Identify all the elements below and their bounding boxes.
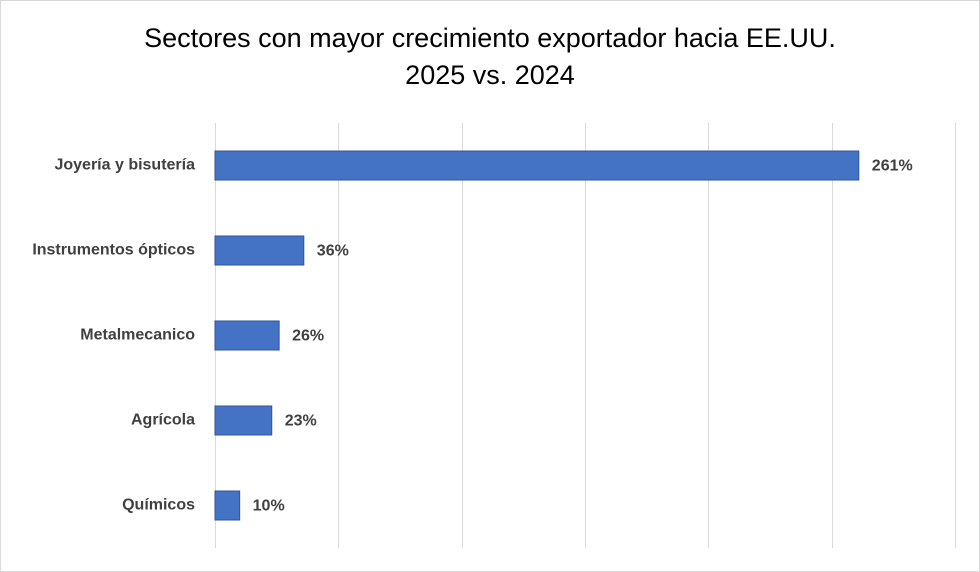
data-label: 261% [872, 158, 913, 175]
category-label: Químicos [122, 497, 195, 514]
category-label: Metalmecanico [80, 327, 195, 344]
category-label: Agrícola [131, 412, 195, 429]
bar-4 [214, 490, 241, 521]
chart-title-line-2: 2025 vs. 2024 [405, 60, 575, 90]
category-label: Joyería y bisutería [54, 157, 195, 174]
data-label: 36% [317, 243, 349, 260]
chart-title: Sectores con mayor crecimiento exportado… [0, 20, 980, 94]
bar-2 [214, 320, 280, 351]
bar-0 [214, 150, 860, 181]
data-label: 23% [285, 413, 317, 430]
bar-1 [214, 235, 305, 266]
data-label: 10% [253, 498, 285, 515]
chart-title-line-1: Sectores con mayor crecimiento exportado… [144, 23, 836, 53]
category-label: Instrumentos ópticos [32, 242, 195, 259]
data-label: 26% [292, 328, 324, 345]
bar-3 [214, 405, 273, 436]
